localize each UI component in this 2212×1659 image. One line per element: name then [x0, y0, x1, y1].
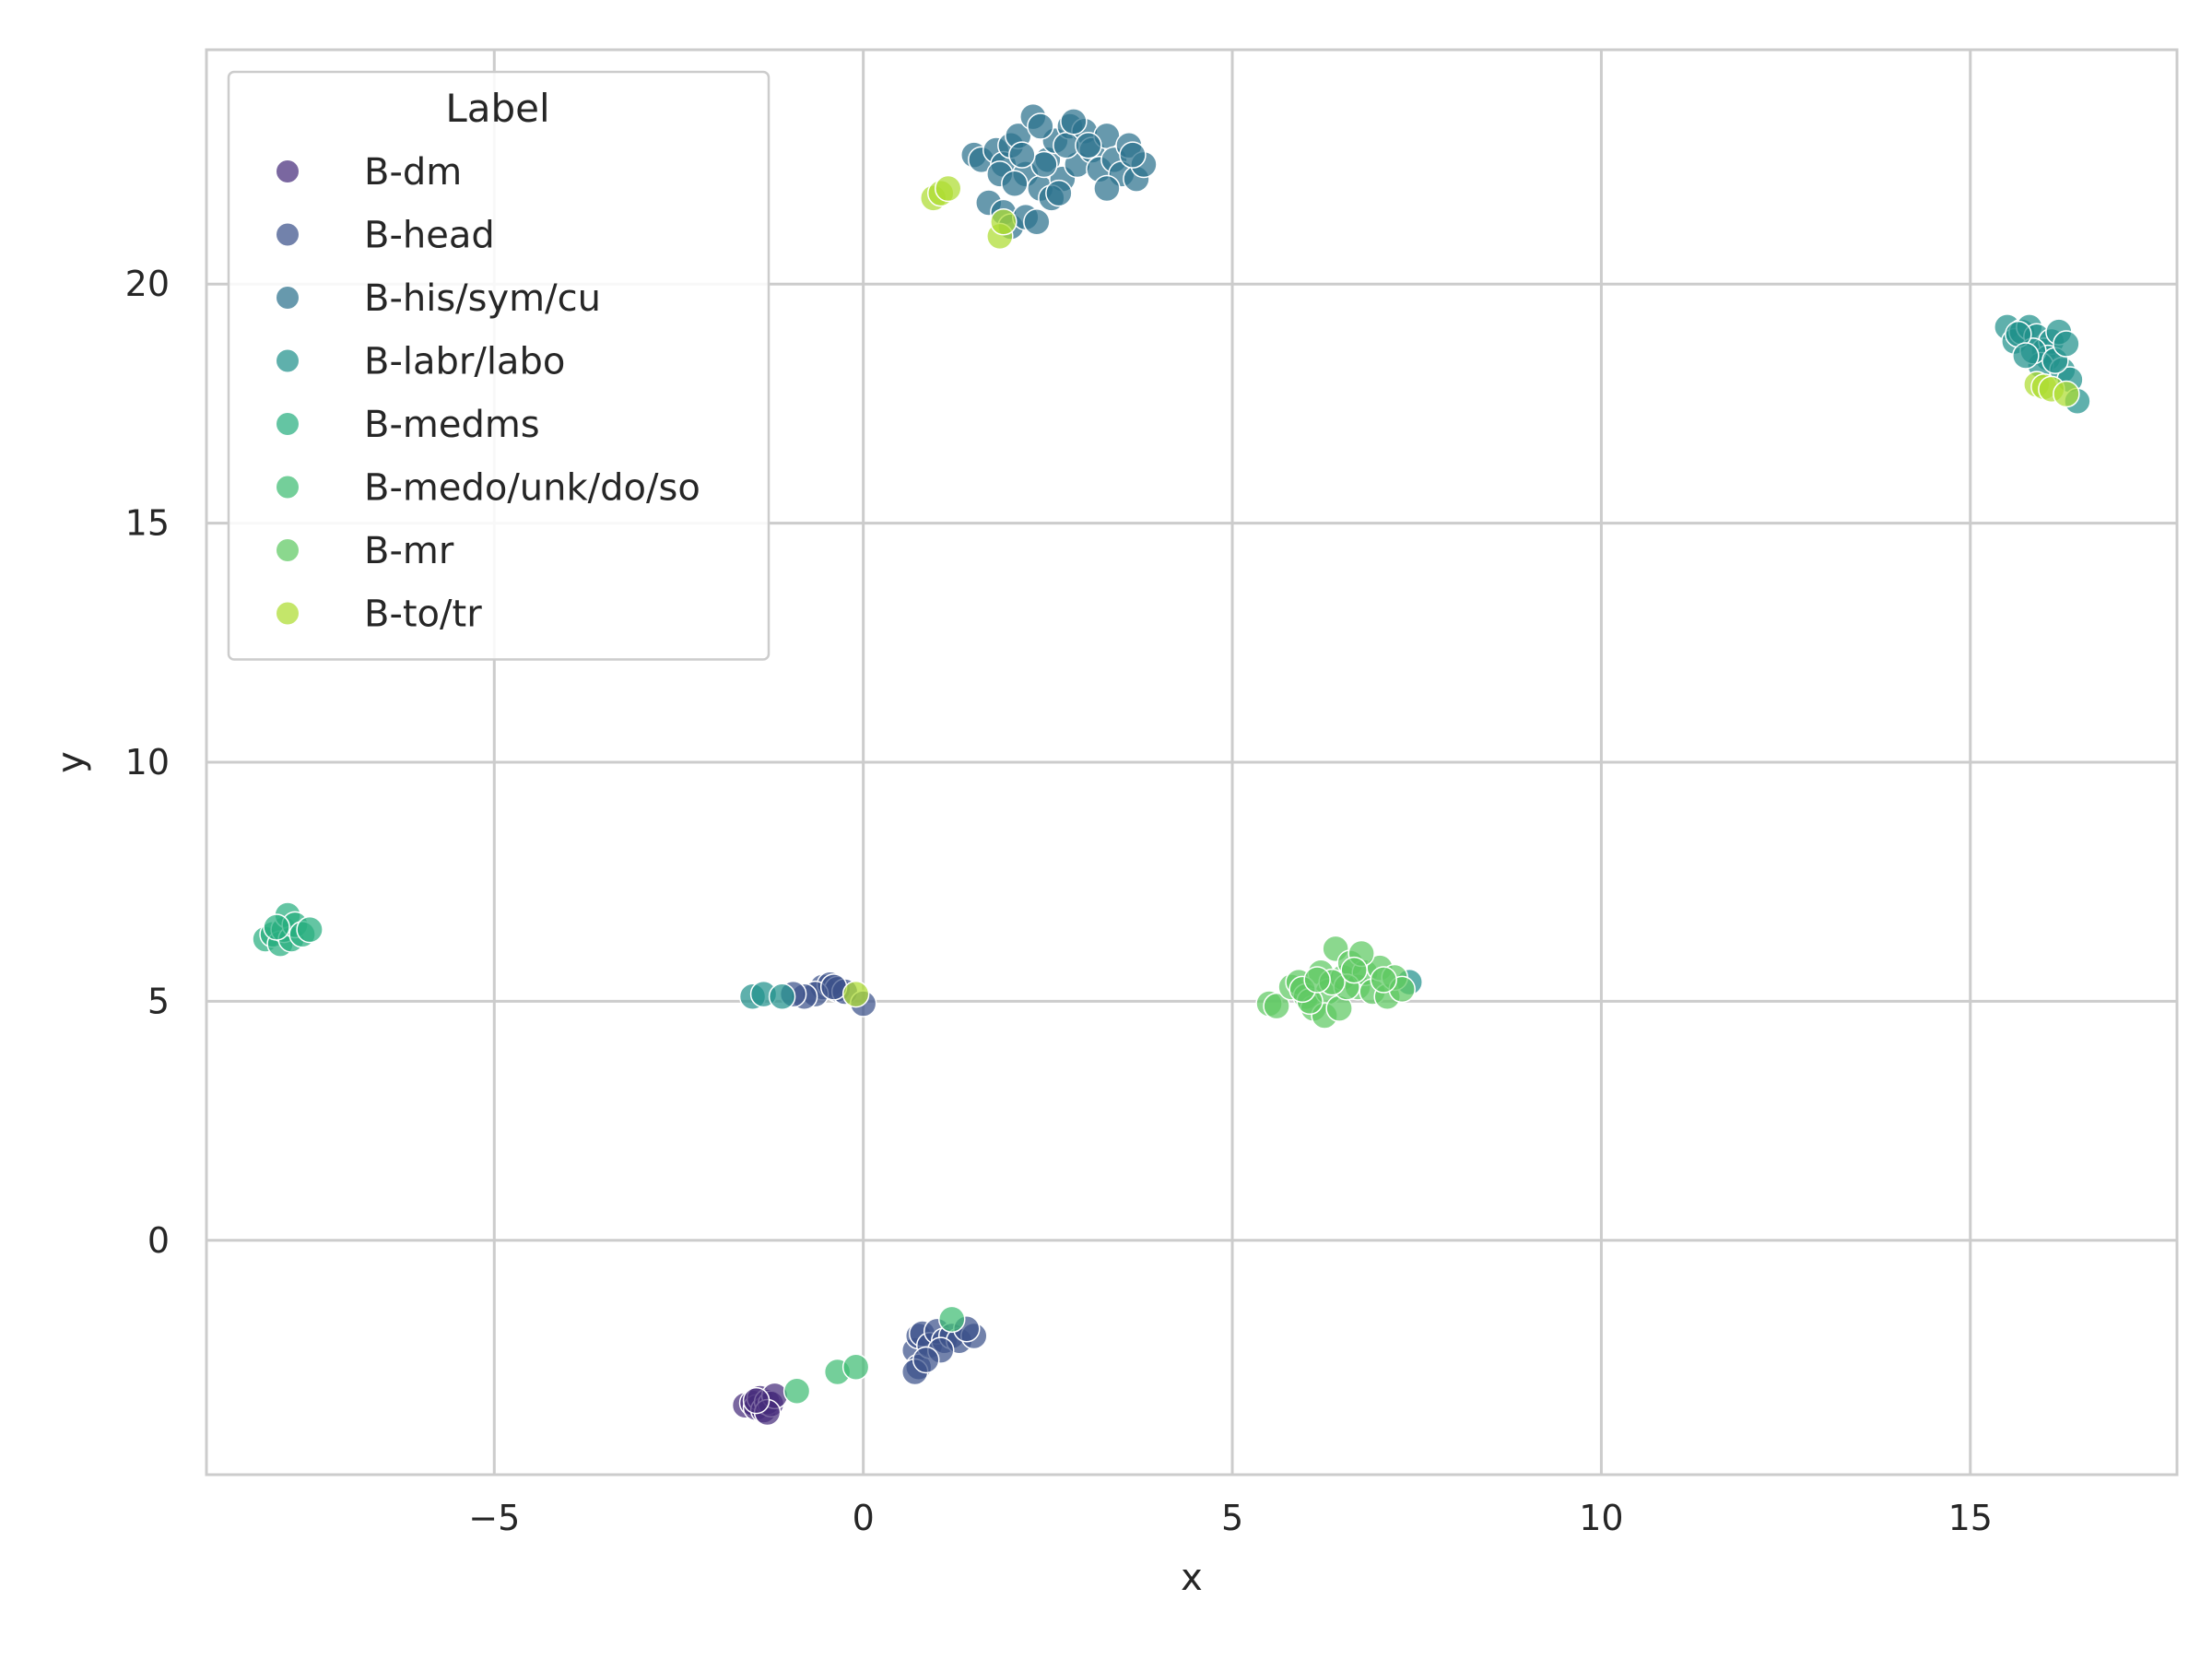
- legend-item: B-dm: [276, 151, 462, 194]
- data-point: [990, 208, 1018, 236]
- legend-label: B-labr/labo: [364, 341, 565, 383]
- legend-box: [227, 70, 771, 661]
- y-tick-labels: 0 5 10 15 20: [125, 264, 170, 1261]
- data-point: [1093, 174, 1121, 203]
- data-point: [1303, 966, 1331, 994]
- data-point: [1370, 966, 1397, 994]
- y-tick-label: 15: [125, 503, 170, 544]
- y-tick-label: 10: [125, 742, 170, 782]
- legend-label: B-dm: [364, 151, 462, 194]
- x-tick-label: 5: [1221, 1498, 1243, 1538]
- legend-item: B-his/sym/cu: [276, 277, 601, 320]
- legend-item: B-medms: [276, 404, 540, 446]
- data-point: [841, 1353, 870, 1382]
- legend-marker: [276, 160, 299, 182]
- data-point: [1075, 132, 1102, 159]
- data-point: [912, 1346, 940, 1374]
- y-tick-label: 20: [125, 264, 170, 304]
- x-tick-labels: −5 0 5 10 15: [468, 1498, 1993, 1538]
- data-point: [1001, 170, 1029, 198]
- legend-label: B-to/tr: [364, 594, 482, 636]
- legend: Label B-dm B-head B-his/sym/cu B-labr/labo B…: [227, 70, 771, 661]
- data-point: [1060, 108, 1088, 135]
- legend-label: B-mr: [364, 530, 454, 572]
- y-axis-label: y: [50, 751, 92, 773]
- legend-item: B-mr: [276, 530, 454, 572]
- data-point: [841, 980, 870, 1008]
- data-point: [768, 982, 796, 1010]
- legend-item: B-labr/labo: [276, 341, 565, 383]
- legend-marker: [276, 539, 299, 561]
- legend-title: Label: [445, 86, 549, 131]
- data-points: [252, 102, 2091, 1427]
- legend-label: B-head: [364, 215, 495, 257]
- legend-marker: [276, 602, 299, 625]
- data-point: [2053, 330, 2080, 358]
- plot-frame: [205, 48, 2179, 1477]
- x-tick-label: 15: [1948, 1498, 1993, 1538]
- data-point: [1008, 141, 1036, 169]
- x-tick-label: −5: [468, 1498, 520, 1538]
- y-tick-label: 0: [147, 1220, 170, 1261]
- data-point: [1119, 141, 1147, 169]
- legend-item: B-medo/unk/do/so: [276, 467, 700, 510]
- data-point: [782, 1377, 811, 1405]
- y-tick-label: 5: [147, 981, 170, 1021]
- x-tick-label: 0: [853, 1498, 875, 1538]
- data-point: [1263, 992, 1290, 1020]
- x-tick-label: 10: [1579, 1498, 1623, 1538]
- legend-label: B-his/sym/cu: [364, 277, 601, 320]
- legend-label: B-medms: [364, 404, 540, 446]
- legend-label: B-medo/unk/do/so: [364, 467, 700, 510]
- data-point: [263, 913, 290, 941]
- data-point: [2053, 380, 2080, 408]
- legend-marker: [276, 413, 299, 435]
- data-point: [1027, 112, 1054, 140]
- data-point: [1023, 208, 1051, 236]
- x-axis-label: x: [1181, 1557, 1203, 1599]
- data-point: [1340, 956, 1368, 984]
- legend-marker: [276, 223, 299, 246]
- legend-marker: [276, 349, 299, 372]
- data-point: [2012, 342, 2040, 370]
- data-point: [742, 1386, 771, 1415]
- legend-marker: [276, 287, 299, 309]
- data-point: [296, 915, 324, 944]
- legend-item: B-to/tr: [276, 594, 482, 636]
- legend-item: B-head: [276, 215, 495, 257]
- legend-marker: [276, 476, 299, 499]
- data-point: [1045, 179, 1073, 207]
- data-point: [938, 1305, 966, 1334]
- data-point: [935, 174, 962, 203]
